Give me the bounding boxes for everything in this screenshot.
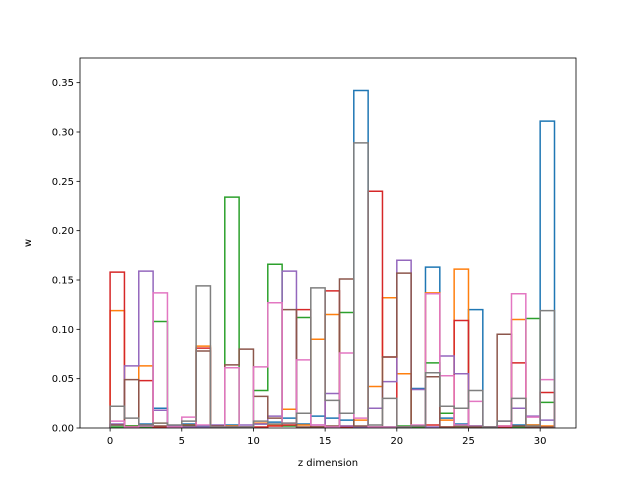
x-axis: 0 5 10 15 20 25 30 [107, 428, 547, 447]
series-line-8 [109, 142, 556, 428]
x-tick-label: 30 [534, 436, 547, 447]
x-tick-label: 10 [247, 436, 260, 447]
x-tick-label: 5 [179, 436, 185, 447]
x-axis-label: z dimension [298, 458, 358, 469]
y-tick-label: 0.10 [52, 325, 74, 336]
y-tick-label: 0.30 [52, 128, 74, 139]
x-tick-label: 0 [107, 436, 113, 447]
series-layer [109, 89, 556, 428]
x-tick-label: 25 [462, 436, 475, 447]
y-axis-label: w [23, 239, 34, 247]
y-axis: 0.00 0.05 0.10 0.15 0.20 0.25 0.30 0.35 [52, 78, 80, 435]
y-tick-label: 0.35 [52, 78, 74, 89]
x-tick-label: 15 [319, 436, 332, 447]
plot-frame [79, 57, 577, 429]
y-tick-label: 0.20 [52, 226, 74, 237]
y-tick-label: 0.00 [52, 424, 74, 435]
x-tick-label: 20 [390, 436, 403, 447]
y-tick-label: 0.25 [52, 177, 74, 188]
y-tick-label: 0.15 [52, 276, 74, 287]
y-tick-label: 0.05 [52, 374, 74, 385]
